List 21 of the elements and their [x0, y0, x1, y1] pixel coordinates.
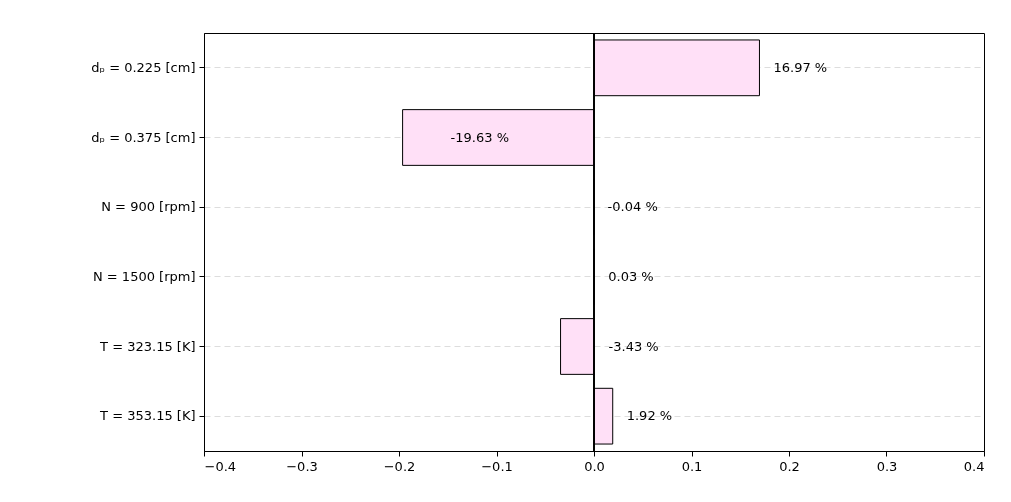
data-label: 0.03 %	[608, 268, 654, 284]
data-label: -0.04 %	[607, 199, 658, 215]
x-tick-label: −0.2	[383, 458, 416, 474]
data-label: -19.63 %	[450, 129, 510, 145]
x-tick-label: 0.4	[963, 458, 985, 474]
x-tick-label: 0.2	[779, 458, 800, 474]
y-tick-label: N = 900 [rpm]	[101, 199, 196, 215]
x-tick-label: 0.0	[584, 458, 605, 474]
x-tick-label: −0.3	[286, 458, 318, 474]
x-tick-label: −0.4	[204, 458, 237, 474]
y-tick-label: N = 1500 [rpm]	[92, 268, 196, 284]
data-label: 1.92 %	[626, 408, 673, 424]
data-label: 16.97 %	[773, 59, 828, 75]
x-tick-label: 0.1	[681, 458, 703, 474]
y-tick-label: dₚ = 0.375 [cm]	[91, 129, 196, 145]
y-tick-label: T = 323.15 [K]	[99, 338, 196, 354]
data-label: -3.43 %	[608, 338, 659, 354]
y-tick-label: T = 353.15 [K]	[99, 408, 196, 424]
x-tick-label: 0.3	[876, 458, 898, 474]
y-tick-label: dₚ = 0.225 [cm]	[91, 59, 196, 75]
x-tick-label: −0.1	[481, 458, 513, 474]
